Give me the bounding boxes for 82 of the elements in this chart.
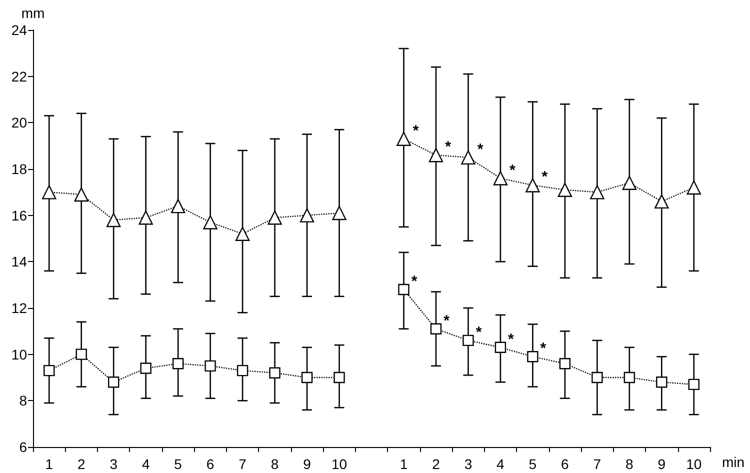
- point: [654, 194, 669, 209]
- point: [398, 284, 410, 296]
- x-tick-label: 1: [45, 456, 54, 472]
- point: [592, 372, 603, 384]
- point: [527, 351, 538, 362]
- point: [526, 178, 540, 192]
- data-label: *: [510, 162, 516, 179]
- x-tick-label: 7: [593, 456, 602, 472]
- point: [494, 342, 506, 353]
- y-tick-label: 24: [11, 22, 28, 38]
- point: [559, 358, 571, 370]
- point: [301, 372, 313, 384]
- point: [428, 148, 444, 162]
- x-tick-label: 4: [142, 456, 150, 472]
- x-tick-label: 3: [110, 456, 118, 472]
- x-tick-label: 5: [528, 456, 537, 472]
- point: [108, 376, 120, 388]
- point: [590, 185, 604, 200]
- x-tick-label: 6: [206, 456, 214, 472]
- point: [170, 198, 186, 214]
- y-tick-label: 12: [11, 300, 28, 316]
- point: [622, 176, 637, 190]
- point: [204, 360, 216, 372]
- point: [688, 378, 700, 390]
- point: [430, 323, 442, 334]
- y-tick-label: 8: [19, 392, 28, 409]
- point: [235, 226, 250, 241]
- point: [140, 362, 152, 374]
- point: [76, 348, 87, 360]
- x-tick-label: 8: [626, 456, 634, 472]
- y-tick-label: 20: [11, 114, 28, 131]
- point: [106, 212, 121, 228]
- x-tick-label: 1: [400, 456, 408, 472]
- point: [300, 208, 314, 222]
- point: [656, 376, 668, 388]
- point: [172, 358, 184, 370]
- x-tick-label: 2: [432, 456, 440, 472]
- data-label: *: [444, 312, 450, 330]
- point: [461, 150, 476, 165]
- x-tick-label: 3: [464, 456, 472, 472]
- data-label: *: [445, 138, 452, 156]
- y-tick-label: 14: [11, 254, 28, 270]
- point: [44, 364, 55, 376]
- point: [269, 367, 280, 378]
- y-tick-label: 16: [11, 207, 28, 224]
- point: [493, 171, 508, 186]
- y-tick-label: 18: [11, 161, 28, 177]
- x-tick-label: 8: [270, 456, 279, 472]
- point: [268, 210, 282, 225]
- point: [332, 206, 346, 220]
- y-axis-title: mm: [21, 5, 45, 21]
- x-tick-label: 4: [496, 456, 505, 472]
- x-axis-title: min: [722, 454, 745, 470]
- point: [74, 187, 88, 202]
- data-label: *: [411, 272, 418, 290]
- data-label: *: [508, 330, 514, 348]
- point: [624, 372, 636, 384]
- data-label: *: [476, 324, 482, 341]
- y-tick-label: 6: [19, 439, 28, 455]
- point: [42, 185, 56, 200]
- point: [686, 180, 701, 195]
- x-tick-label: 10: [331, 456, 348, 472]
- y-tick-label: 10: [11, 346, 28, 362]
- x-tick-label: 6: [561, 456, 570, 472]
- data-label: *: [542, 168, 548, 186]
- x-tick-label: 5: [174, 456, 182, 472]
- point: [462, 334, 474, 346]
- data-label: *: [412, 122, 419, 140]
- data-label: *: [540, 340, 546, 358]
- x-tick-label: 2: [77, 456, 86, 472]
- y-tick-label: 22: [11, 68, 28, 84]
- point: [558, 182, 572, 197]
- point: [203, 215, 218, 230]
- x-tick-label: 7: [238, 456, 247, 472]
- point: [138, 210, 153, 225]
- data-label: *: [477, 140, 484, 158]
- point: [334, 372, 345, 384]
- point: [236, 364, 248, 376]
- x-tick-label: 9: [658, 456, 666, 472]
- x-tick-label: 10: [686, 456, 702, 472]
- x-tick-label: 9: [303, 456, 312, 472]
- point: [396, 132, 411, 146]
